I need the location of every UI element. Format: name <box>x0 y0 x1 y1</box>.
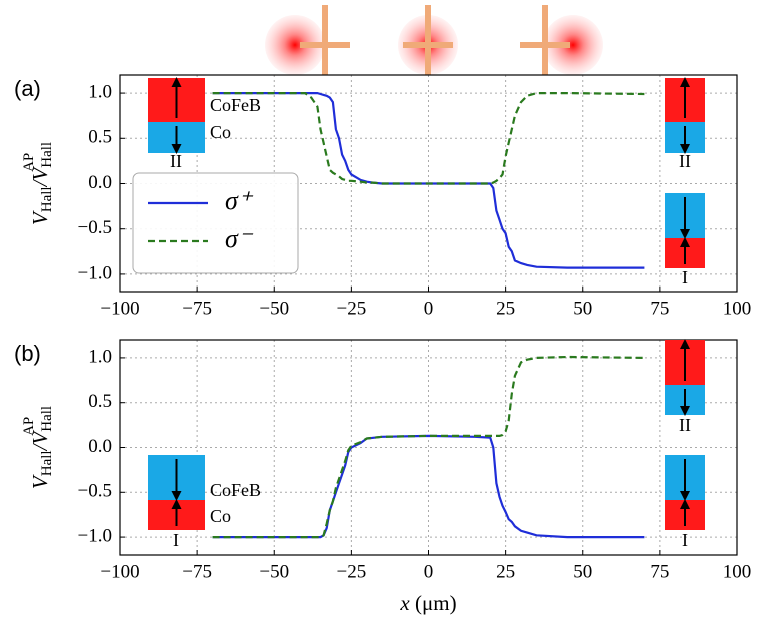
y-tick-label: 1.0 <box>88 346 112 367</box>
annotation: I <box>682 530 688 550</box>
annotation: I <box>682 267 688 287</box>
plot-frame <box>119 339 738 556</box>
y-axis-label-part: Hall <box>39 450 55 476</box>
y-axis-label-part: V <box>28 474 52 489</box>
x-tick-label: 0 <box>424 298 434 319</box>
panel-label: (a) <box>14 76 41 101</box>
annotation: I <box>173 530 179 550</box>
x-tick-label: 75 <box>650 561 669 582</box>
y-tick-label: −1.0 <box>78 262 112 283</box>
annotation: Co <box>210 506 231 526</box>
x-tick-label: −100 <box>100 298 139 319</box>
x-tick-label: −100 <box>100 561 139 582</box>
x-tick-label: 50 <box>573 298 592 319</box>
x-axis-label-part: (μm) <box>410 591 457 615</box>
y-axis-label-part: Hall <box>39 142 55 168</box>
y-tick-label: −1.0 <box>78 525 112 546</box>
y-tick-label: −0.5 <box>78 481 112 502</box>
data-line <box>212 355 645 539</box>
x-tick-label: −25 <box>337 561 367 582</box>
plot-frame <box>119 74 738 293</box>
x-tick-label: 25 <box>496 298 515 319</box>
legend-label: σ⁺ <box>225 186 254 215</box>
x-tick-label: 25 <box>496 561 515 582</box>
annotation: II <box>679 415 691 435</box>
y-tick-label: 0.0 <box>88 436 112 457</box>
y-axis-label-part: Hall <box>39 186 55 212</box>
x-tick-label: 75 <box>650 298 669 319</box>
annotation: Co <box>210 122 231 142</box>
x-tick-label: −75 <box>182 298 212 319</box>
annotation: CoFeB <box>210 480 261 500</box>
y-tick-label: 0.5 <box>88 127 112 148</box>
annotation: CoFeB <box>210 95 261 115</box>
y-axis-label-part: /V <box>28 430 52 452</box>
x-tick-label: −50 <box>259 298 289 319</box>
y-tick-label: −0.5 <box>78 217 112 238</box>
x-tick-label: 100 <box>723 298 752 319</box>
legend-label: σ⁻ <box>225 224 254 253</box>
annotation: II <box>679 151 691 171</box>
y-axis-label-part: AP <box>21 417 37 436</box>
y-tick-label: 1.0 <box>88 81 112 102</box>
x-tick-label: 100 <box>723 561 752 582</box>
data-line <box>212 92 645 185</box>
y-axis-label-part: /V <box>28 166 52 188</box>
annotation: II <box>170 151 182 171</box>
x-tick-label: −25 <box>337 298 367 319</box>
x-tick-label: 50 <box>573 561 592 582</box>
x-tick-label: −75 <box>182 561 212 582</box>
x-tick-label: 0 <box>424 561 434 582</box>
legend-box <box>132 172 299 274</box>
panel-label: (b) <box>14 341 41 366</box>
y-axis-label: VHall/VHallAP <box>21 142 55 225</box>
y-axis-label-part: V <box>28 210 52 225</box>
y-tick-label: 0.0 <box>88 172 112 193</box>
laser-spots <box>265 5 603 85</box>
x-axis-label: x (μm) <box>399 591 456 615</box>
x-axis-label-part: x <box>399 591 410 615</box>
y-tick-label: 0.5 <box>88 391 112 412</box>
y-axis-label-part: AP <box>21 153 37 172</box>
y-axis-label-part: Hall <box>39 406 55 432</box>
y-axis-label: VHall/VHallAP <box>21 406 55 489</box>
x-tick-label: −50 <box>259 561 289 582</box>
